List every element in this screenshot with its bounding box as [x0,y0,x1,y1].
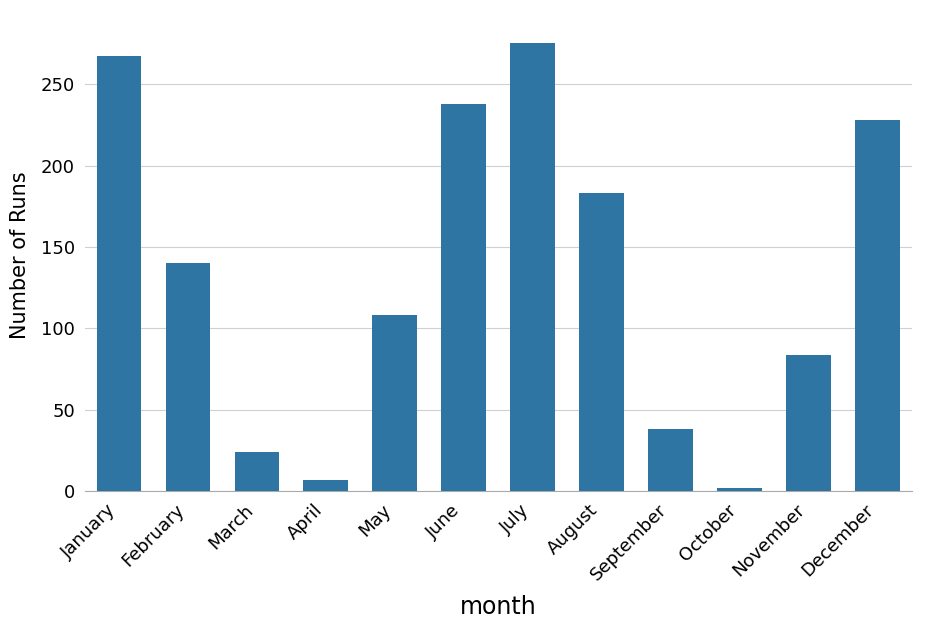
Bar [854,120,900,491]
X-axis label: month: month [460,595,537,619]
Bar [165,263,211,491]
Bar [441,103,486,491]
Bar [717,488,761,491]
Bar [97,56,141,491]
Bar [786,355,831,491]
Bar [304,480,348,491]
Bar [510,43,555,491]
Bar [579,193,624,491]
Bar [234,452,279,491]
Bar [648,430,693,491]
Bar [372,316,417,491]
Y-axis label: Number of Runs: Number of Runs [9,171,29,339]
